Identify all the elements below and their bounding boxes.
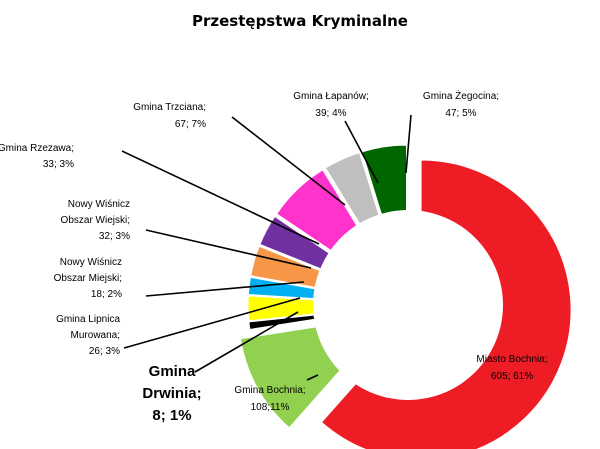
slice-label-line: 108;11% <box>251 402 290 413</box>
slice-label-line: Gmina Trzciana; <box>133 102 206 113</box>
leader-line-6 <box>145 229 312 269</box>
slice-label-line: Nowy Wiśnicz <box>60 257 122 268</box>
leader-line-9 <box>344 120 379 184</box>
leader-line-10 <box>405 114 412 174</box>
slice-label-9: Gmina Łapanów; 39; 4% <box>293 91 369 119</box>
slice-label-6: Nowy Wiśnicz Obszar Wiejski; 32; 3% <box>61 199 131 242</box>
slice-label-3: Gmina Drwinia; 8; 1% <box>142 363 201 424</box>
slice-label-line: Miasto Bochnia; <box>476 354 547 365</box>
slice-label-line: Gmina Rzezawa; <box>0 143 74 154</box>
slice-label-line: 8; 1% <box>152 407 191 424</box>
slice-label-line: Obszar Miejski; <box>54 273 122 284</box>
pie-center-mask <box>313 210 503 400</box>
slice-label-2: Gmina Bochnia; 108;11% <box>234 385 305 413</box>
slice-label-line: Obszar Wiejski; <box>61 215 130 226</box>
chart-title: Przestępstwa Kryminalne <box>192 12 408 30</box>
slice-label-line: Drwinia; <box>142 385 201 402</box>
pie-slices <box>239 144 572 449</box>
leader-line-8 <box>231 116 346 206</box>
leader-line-7 <box>121 150 320 245</box>
slice-label-10: Gmina Żegocina; 47; 5% <box>423 89 499 119</box>
slice-label-line: 18; 2% <box>91 289 122 300</box>
slice-label-line: Nowy Wiśnicz <box>68 199 130 210</box>
slice-label-line: 47; 5% <box>445 108 476 119</box>
leader-lines <box>121 114 412 381</box>
leader-line-3 <box>194 311 299 373</box>
leader-line-2 <box>306 374 319 381</box>
slice-label-line: Gmina <box>149 363 196 380</box>
slice-label-line: 39; 4% <box>315 108 346 119</box>
slice-label-line: Gmina Bochnia; <box>234 385 305 396</box>
leader-line-5 <box>145 281 305 297</box>
slice-label-line: Gmina Żegocina; <box>423 89 499 102</box>
slice-label-7: Gmina Rzezawa; 33; 3% <box>0 143 74 170</box>
slice-label-line: Gmina Łapanów; <box>293 91 369 102</box>
leader-line-4 <box>123 297 301 349</box>
slice-label-line: Murowana; <box>71 330 120 341</box>
slice-labels: Miasto Bochnia; 605; 61% Gmina Bochnia; 108… <box>0 89 548 424</box>
slice-label-line: 67; 7% <box>175 119 206 130</box>
slice-label-line: 26; 3% <box>89 346 120 357</box>
slice-label-line: 32; 3% <box>99 231 130 242</box>
slice-label-line: Gmina Lipnica <box>56 314 120 325</box>
slice-label-4: Gmina Lipnica Murowana; 26; 3% <box>56 314 120 357</box>
slice-label-1: Miasto Bochnia; 605; 61% <box>476 354 547 382</box>
slice-label-5: Nowy Wiśnicz Obszar Miejski; 18; 2% <box>54 257 122 300</box>
slice-label-8: Gmina Trzciana; 67; 7% <box>133 102 206 130</box>
slice-label-line: 33; 3% <box>43 159 74 170</box>
slice-label-line: 605; 61% <box>491 371 533 382</box>
